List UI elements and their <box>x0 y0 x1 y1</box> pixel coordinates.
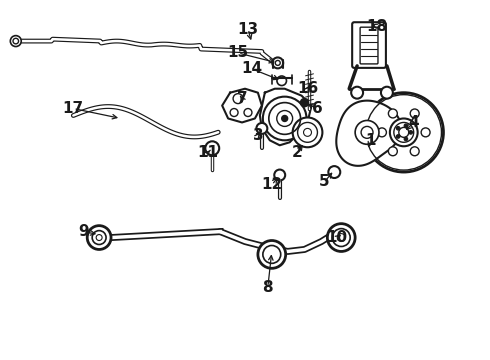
Circle shape <box>390 118 417 146</box>
Circle shape <box>300 99 309 107</box>
Circle shape <box>377 128 387 137</box>
Text: 12: 12 <box>261 177 282 193</box>
Circle shape <box>396 135 400 138</box>
Circle shape <box>404 137 408 141</box>
Circle shape <box>381 87 393 99</box>
Circle shape <box>409 131 413 134</box>
Circle shape <box>87 226 111 249</box>
Text: 2: 2 <box>292 145 303 160</box>
Circle shape <box>410 147 419 156</box>
Text: 11: 11 <box>198 145 219 160</box>
Polygon shape <box>336 101 401 166</box>
Text: 17: 17 <box>63 101 84 116</box>
Text: 16: 16 <box>297 81 318 96</box>
Circle shape <box>256 123 268 134</box>
Text: 6: 6 <box>312 101 323 116</box>
FancyBboxPatch shape <box>360 27 378 64</box>
FancyBboxPatch shape <box>352 22 386 68</box>
Polygon shape <box>222 89 262 122</box>
Circle shape <box>274 170 285 180</box>
Circle shape <box>328 166 340 178</box>
Circle shape <box>205 141 219 155</box>
Circle shape <box>282 116 288 121</box>
Circle shape <box>10 36 21 46</box>
Circle shape <box>364 93 443 172</box>
Text: 13: 13 <box>238 22 259 37</box>
Circle shape <box>421 128 430 137</box>
Circle shape <box>389 147 397 156</box>
Circle shape <box>293 117 322 147</box>
Circle shape <box>327 224 355 251</box>
Text: 8: 8 <box>263 280 273 295</box>
Circle shape <box>396 126 400 130</box>
Polygon shape <box>260 89 312 145</box>
Text: 18: 18 <box>367 19 388 34</box>
Text: 10: 10 <box>327 230 348 245</box>
Text: 5: 5 <box>319 175 330 189</box>
Text: 1: 1 <box>366 133 376 148</box>
Text: 7: 7 <box>237 91 247 106</box>
Circle shape <box>404 124 408 127</box>
Circle shape <box>355 121 379 144</box>
Circle shape <box>258 240 286 268</box>
Circle shape <box>263 96 307 140</box>
Circle shape <box>389 109 397 118</box>
Text: 14: 14 <box>242 61 263 76</box>
Circle shape <box>351 87 363 99</box>
Circle shape <box>410 109 419 118</box>
Text: 4: 4 <box>408 115 419 130</box>
Text: 9: 9 <box>78 224 89 239</box>
Text: 15: 15 <box>227 45 248 60</box>
Text: 3: 3 <box>252 128 263 143</box>
